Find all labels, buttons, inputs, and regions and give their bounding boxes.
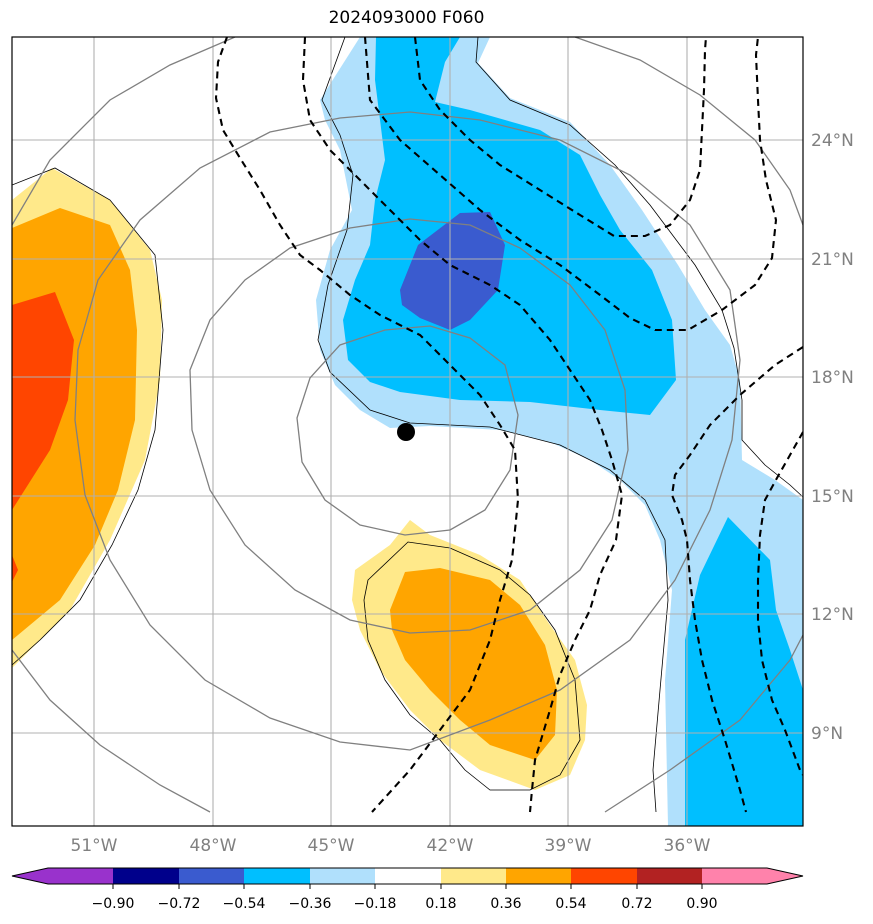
lat-tick-label: 12°N <box>811 605 854 625</box>
colorbar-level-label: 0.18 <box>425 896 456 912</box>
colorbar-level-label: −0.72 <box>158 896 201 912</box>
map-area <box>12 37 803 826</box>
colorbar-segment <box>702 868 767 884</box>
lat-tick-label: 21°N <box>811 250 854 270</box>
gray-contours <box>12 37 803 813</box>
map-frame <box>11 36 804 827</box>
lon-tick-label: 51°W <box>71 836 118 856</box>
colorbar-level-label: −0.54 <box>223 896 266 912</box>
longitude-labels: 51°W 48°W 45°W 42°W 39°W 36°W <box>71 836 711 856</box>
negative-anomaly-main <box>316 37 803 826</box>
lat-tick-label: 18°N <box>811 368 854 388</box>
colorbar-level-label: −0.90 <box>92 896 135 912</box>
colorbar-segment <box>375 868 441 884</box>
lat-tick-label: 15°N <box>811 487 854 507</box>
dashed-contours <box>214 37 803 813</box>
colorbar-outline <box>11 867 804 885</box>
storm-center-marker <box>397 423 415 441</box>
latitude-labels: 24°N 21°N 18°N 15°N 12°N 9°N <box>811 131 854 744</box>
colorbar-segment <box>113 868 179 884</box>
positive-anomaly-left <box>12 168 162 668</box>
colorbar-segment <box>571 868 637 884</box>
colorbar-level-label: 0.72 <box>621 896 652 912</box>
colorbar-segment <box>179 868 244 884</box>
colorbar-level-label: 0.54 <box>555 896 586 912</box>
lat-tick-label: 24°N <box>811 131 854 151</box>
colorbar-level-label: −0.18 <box>354 896 397 912</box>
colorbar-segment <box>506 868 571 884</box>
colorbar-segment <box>244 868 310 884</box>
colorbar: −0.90 −0.72 −0.54 −0.36 −0.18 0.18 0.36 … <box>11 867 804 912</box>
colorbar-extend-high <box>767 868 803 884</box>
map-title: 2024093000 F060 <box>328 8 485 28</box>
thin-contours <box>12 37 803 813</box>
colorbar-segment <box>48 868 113 884</box>
graticule <box>12 37 803 826</box>
lat-tick-label: 9°N <box>811 724 843 744</box>
lon-tick-label: 39°W <box>545 836 592 856</box>
colorbar-level-label: 0.36 <box>490 896 521 912</box>
lon-tick-label: 45°W <box>308 836 355 856</box>
colorbar-segment <box>310 868 375 884</box>
colorbar-level-label: −0.36 <box>289 896 332 912</box>
colorbar-segment <box>637 868 702 884</box>
colorbar-level-label: 0.90 <box>686 896 717 912</box>
positive-anomaly-south <box>352 520 587 790</box>
lon-tick-label: 42°W <box>427 836 474 856</box>
lon-tick-label: 36°W <box>664 836 711 856</box>
colorbar-extend-low <box>12 868 48 884</box>
colorbar-segment <box>441 868 506 884</box>
lon-tick-label: 48°W <box>190 836 237 856</box>
